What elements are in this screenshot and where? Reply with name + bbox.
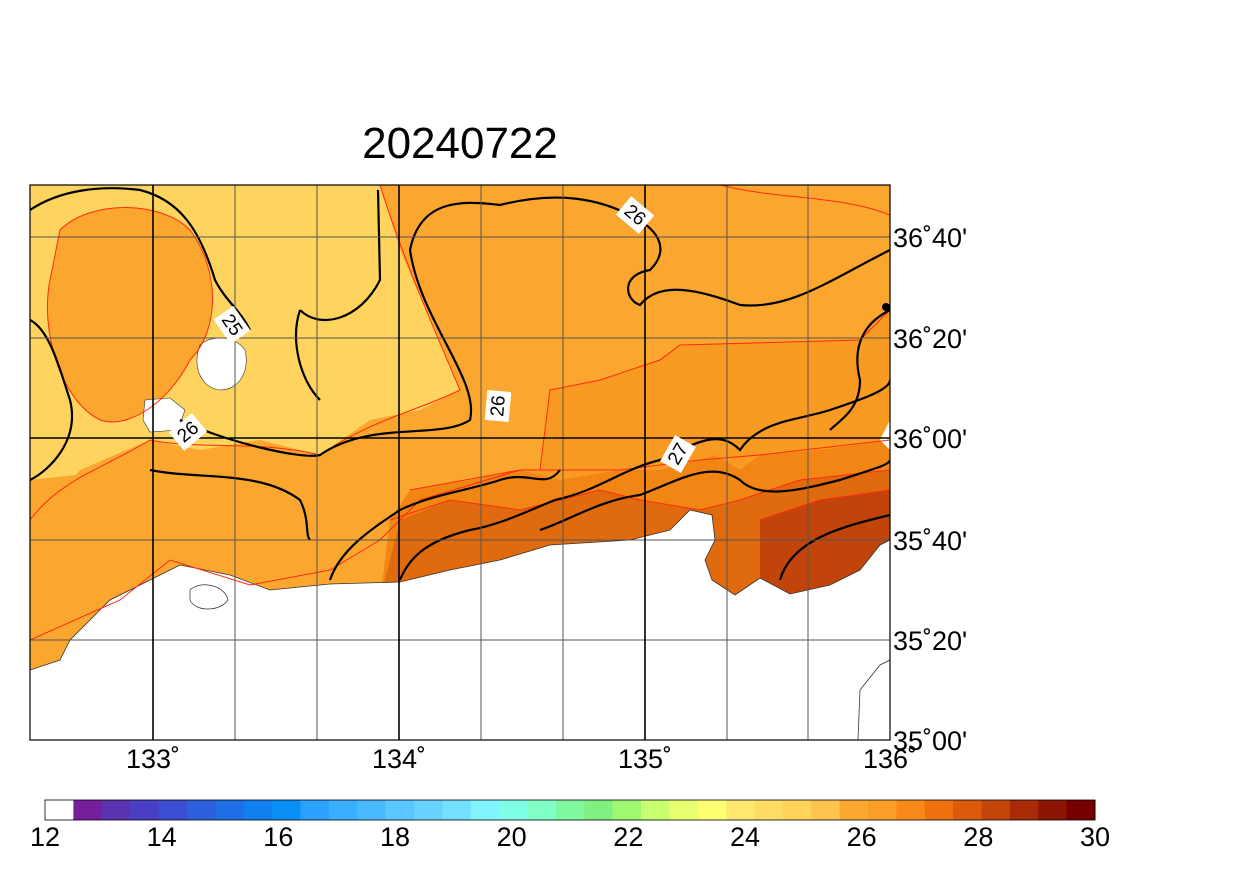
sst-orange-blob	[47, 207, 213, 422]
colorbar-label: 28	[963, 822, 993, 852]
colorbar-swatch	[640, 800, 670, 820]
colorbar: 12 14 16 18 20 22 24 26 28 30	[30, 799, 1110, 852]
colorbar-swatch	[584, 800, 614, 820]
latitude-label: 35˚20'	[893, 626, 967, 656]
island-oki	[196, 337, 247, 391]
colorbar-label: 14	[147, 822, 177, 852]
colorbar-swatch	[158, 800, 188, 820]
land-east	[857, 659, 890, 740]
colorbar-swatch	[782, 800, 812, 820]
colorbar-swatch	[1066, 800, 1096, 820]
contour-label-box	[615, 196, 655, 234]
colorbar-label: 26	[847, 822, 877, 852]
colorbar-swatch	[612, 800, 642, 820]
colorbar-frame	[44, 799, 1096, 821]
contour-label-box	[168, 413, 208, 451]
colorbar-swatch	[555, 800, 585, 820]
longitude-label: 134˚	[372, 744, 426, 774]
colorbar-label: 12	[30, 822, 60, 852]
contour-label-text: 26	[487, 395, 510, 418]
colorbar-swatch	[499, 800, 528, 820]
contour-label-box	[213, 305, 251, 345]
latitude-label: 36˚00'	[893, 424, 967, 454]
colorbar-label: 24	[730, 822, 760, 852]
colorbar-swatch	[839, 800, 869, 820]
colorbar-swatch	[101, 800, 131, 820]
colorbar-swatch	[924, 800, 954, 820]
colorbar-swatch	[215, 800, 245, 820]
map-frame	[29, 184, 891, 741]
colorbar-swatch	[811, 800, 841, 820]
map-title: 20240722	[362, 119, 558, 168]
colorbar-swatch	[300, 800, 330, 820]
colorbar-swatch	[470, 800, 500, 820]
colorbar-label: 20	[497, 822, 527, 852]
colorbar-swatch	[697, 800, 727, 820]
colorbar-swatch	[413, 800, 443, 820]
colorbar-swatch	[953, 800, 982, 820]
land-cape	[880, 420, 890, 450]
colorbar-label: 18	[380, 822, 410, 852]
colorbar-swatch	[981, 800, 1011, 820]
colorbar-swatch	[243, 800, 273, 820]
colorbar-label: 22	[613, 822, 643, 852]
latitude-label: 35˚00'	[893, 726, 967, 756]
latitude-label: 36˚20'	[893, 324, 967, 354]
colorbar-swatch	[669, 800, 699, 820]
longitude-label: 135˚	[618, 744, 672, 774]
colorbar-swatch	[896, 800, 926, 820]
land-spit	[122, 603, 160, 620]
latitude-label: 36˚40'	[893, 223, 967, 253]
colorbar-swatch	[1038, 800, 1068, 820]
contour-label: 26	[484, 390, 512, 422]
graticule	[30, 185, 890, 740]
colorbar-swatch	[1009, 800, 1039, 820]
lake	[189, 584, 229, 610]
station-dot	[882, 303, 890, 311]
land-honshu	[30, 509, 890, 740]
colorbar-label: 30	[1080, 822, 1110, 852]
colorbar-label: 16	[263, 822, 293, 852]
longitude-label: 136˚	[863, 744, 917, 774]
colorbar-swatch	[130, 800, 160, 820]
contour-label-box	[660, 435, 696, 473]
map-field	[30, 185, 890, 740]
colorbar-swatch	[527, 800, 557, 820]
black-contours	[30, 187, 890, 581]
colorbar-swatch	[45, 800, 74, 820]
contour-label-box	[484, 390, 512, 422]
colorbar-swatch	[186, 800, 216, 820]
colorbar-swatch	[385, 800, 415, 820]
colorbar-swatch	[357, 800, 387, 820]
latitude-label: 35˚40'	[893, 526, 967, 556]
colorbar-swatch	[754, 800, 784, 820]
colorbar-swatch	[726, 800, 755, 820]
graticule-major	[30, 185, 890, 740]
longitude-label: 133˚	[126, 744, 180, 774]
colorbar-swatch	[867, 800, 897, 820]
colorbar-swatch	[73, 800, 103, 820]
axis-labels: 133˚ 134˚ 135˚ 136˚35˚00' 35˚20' 35˚40' 36˚00'…	[126, 223, 967, 774]
colorbar-swatch	[442, 800, 472, 820]
colorbar-swatch	[328, 800, 358, 820]
colorbar-swatch	[272, 800, 301, 820]
